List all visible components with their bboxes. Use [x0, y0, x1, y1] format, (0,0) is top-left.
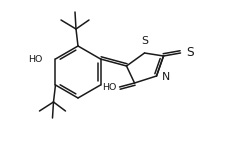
Text: S: S	[187, 45, 194, 58]
Text: S: S	[141, 36, 148, 46]
Text: HO: HO	[28, 55, 43, 64]
Text: N: N	[162, 72, 170, 82]
Text: HO: HO	[102, 84, 116, 93]
